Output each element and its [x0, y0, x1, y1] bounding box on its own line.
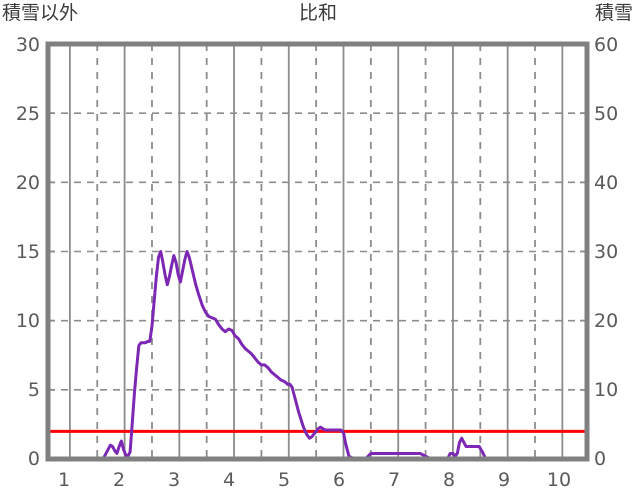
left-tick-25: 25 — [15, 103, 40, 125]
right-tick-10: 10 — [594, 379, 619, 401]
chart-title: 比和 — [298, 2, 337, 24]
x-tick-7: 7 — [387, 469, 401, 491]
right-tick-60: 60 — [594, 34, 619, 56]
right-axis-title: 積雪 — [594, 2, 633, 24]
x-tick-9: 9 — [497, 469, 511, 491]
plot-frame — [45, 41, 590, 462]
horizontal-gridlines — [48, 112, 587, 391]
x-tick-2: 2 — [112, 469, 126, 491]
right-tick-40: 40 — [594, 172, 619, 194]
left-tick-10: 10 — [15, 310, 40, 332]
vertical-major-gridlines — [68, 44, 564, 459]
data-series-line — [47, 250, 589, 461]
left-axis-title: 積雪以外 — [2, 2, 79, 24]
left-tick-15: 15 — [15, 241, 40, 263]
right-tick-0: 0 — [594, 448, 607, 470]
x-tick-3: 3 — [167, 469, 181, 491]
x-tick-5: 5 — [277, 469, 291, 491]
right-tick-50: 50 — [594, 103, 619, 125]
left-tick-0: 0 — [27, 448, 40, 470]
x-tick-1: 1 — [57, 469, 71, 491]
right-tick-30: 30 — [594, 241, 619, 263]
x-tick-8: 8 — [442, 469, 456, 491]
x-tick-10: 10 — [546, 469, 572, 491]
x-tick-6: 6 — [332, 469, 346, 491]
left-tick-5: 5 — [27, 379, 40, 401]
left-tick-20: 20 — [15, 172, 40, 194]
x-tick-4: 4 — [222, 469, 236, 491]
right-tick-20: 20 — [594, 310, 619, 332]
left-tick-30: 30 — [15, 34, 40, 56]
